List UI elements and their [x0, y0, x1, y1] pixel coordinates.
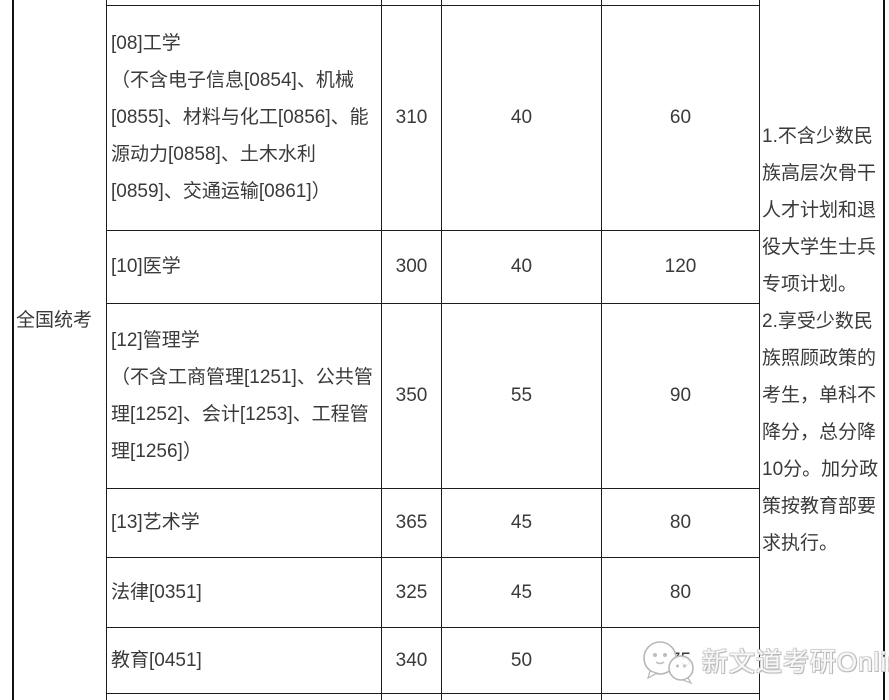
row-divider-5 [106, 627, 760, 628]
subject-score-cell: 90 [669, 385, 692, 406]
subject-score-cell: 50 [510, 649, 533, 671]
watermark-text: 新文道考研Online [702, 647, 889, 677]
total-score-cell: 350 [395, 385, 428, 406]
subject-score-cell: 45 [510, 512, 533, 533]
notes-cell: 1.不含少数民族高层次骨干人才计划和退役大学生士兵专项计划。 2.享受少数民族照… [762, 118, 885, 562]
col-divider-4 [601, 0, 602, 700]
total-score-cell: 365 [395, 512, 428, 533]
table-right-border [883, 0, 885, 700]
subject-title: 法律[0351] [111, 581, 202, 603]
total-score-cell: 325 [395, 581, 428, 603]
row-divider-6 [106, 693, 760, 694]
subject-title: [12]管理学 [111, 329, 200, 351]
total-score-cell: 310 [395, 107, 428, 128]
subject-score-cell: 45 [510, 581, 533, 603]
col-divider-5 [759, 0, 760, 700]
total-score-cell: 340 [395, 649, 428, 671]
subject-score-cell: 40 [510, 107, 533, 128]
subject-score-cell: 60 [669, 107, 692, 128]
row-divider-2 [106, 303, 760, 304]
subject-score-cell: 40 [510, 256, 533, 277]
subject-cell: [12]管理学 （不含工商管理[1251]、公共管理[1252]、会计[1253… [107, 303, 381, 488]
row-divider-4 [106, 557, 760, 558]
subject-title: [10]医学 [111, 256, 181, 277]
total-score-cell: 300 [395, 256, 428, 277]
note-item-1: 1.不含少数民族高层次骨干人才计划和退役大学生士兵专项计划。 [762, 126, 877, 295]
table-left-border [12, 0, 14, 700]
col-divider-3 [441, 0, 442, 700]
subject-cell: 法律[0351] [107, 557, 381, 627]
subject-title: [08]工学 [111, 33, 181, 54]
note-item-2: 2.享受少数民族照顾政策的考生，单科不降分，总分降10分。加分政策按教育部要求执… [762, 311, 879, 554]
row-divider-3 [106, 488, 760, 489]
subject-score-cell: 120 [664, 256, 697, 277]
exam-type-cell: 全国统考 [16, 310, 93, 331]
row-divider-top [106, 5, 760, 6]
subject-cell: [10]医学 [107, 230, 381, 303]
subject-detail: （不含电子信息[0854]、机械[0855]、材料与化工[0856]、能源动力[… [111, 70, 369, 202]
subject-cell: [08]工学 （不含电子信息[0854]、机械[0855]、材料与化工[0856… [107, 5, 381, 230]
chat-bubbles-logo-icon [643, 641, 694, 685]
subject-cell: 教育[0451] [107, 627, 381, 693]
row-divider-1 [106, 230, 760, 231]
col-divider-1 [106, 0, 107, 700]
subject-cell: [13]艺术学 [107, 488, 381, 557]
subject-score-cell: 55 [510, 385, 533, 406]
subject-detail: （不含工商管理[1251]、公共管理[1252]、会计[1253]、工程管理[1… [111, 366, 373, 462]
subject-title: [13]艺术学 [111, 512, 200, 533]
subject-title: 教育[0451] [111, 649, 202, 671]
col-divider-2 [381, 0, 382, 700]
subject-score-cell: 80 [669, 581, 692, 603]
subject-score-cell: 80 [669, 512, 692, 533]
watermark: 新文道考研Online [636, 638, 889, 686]
